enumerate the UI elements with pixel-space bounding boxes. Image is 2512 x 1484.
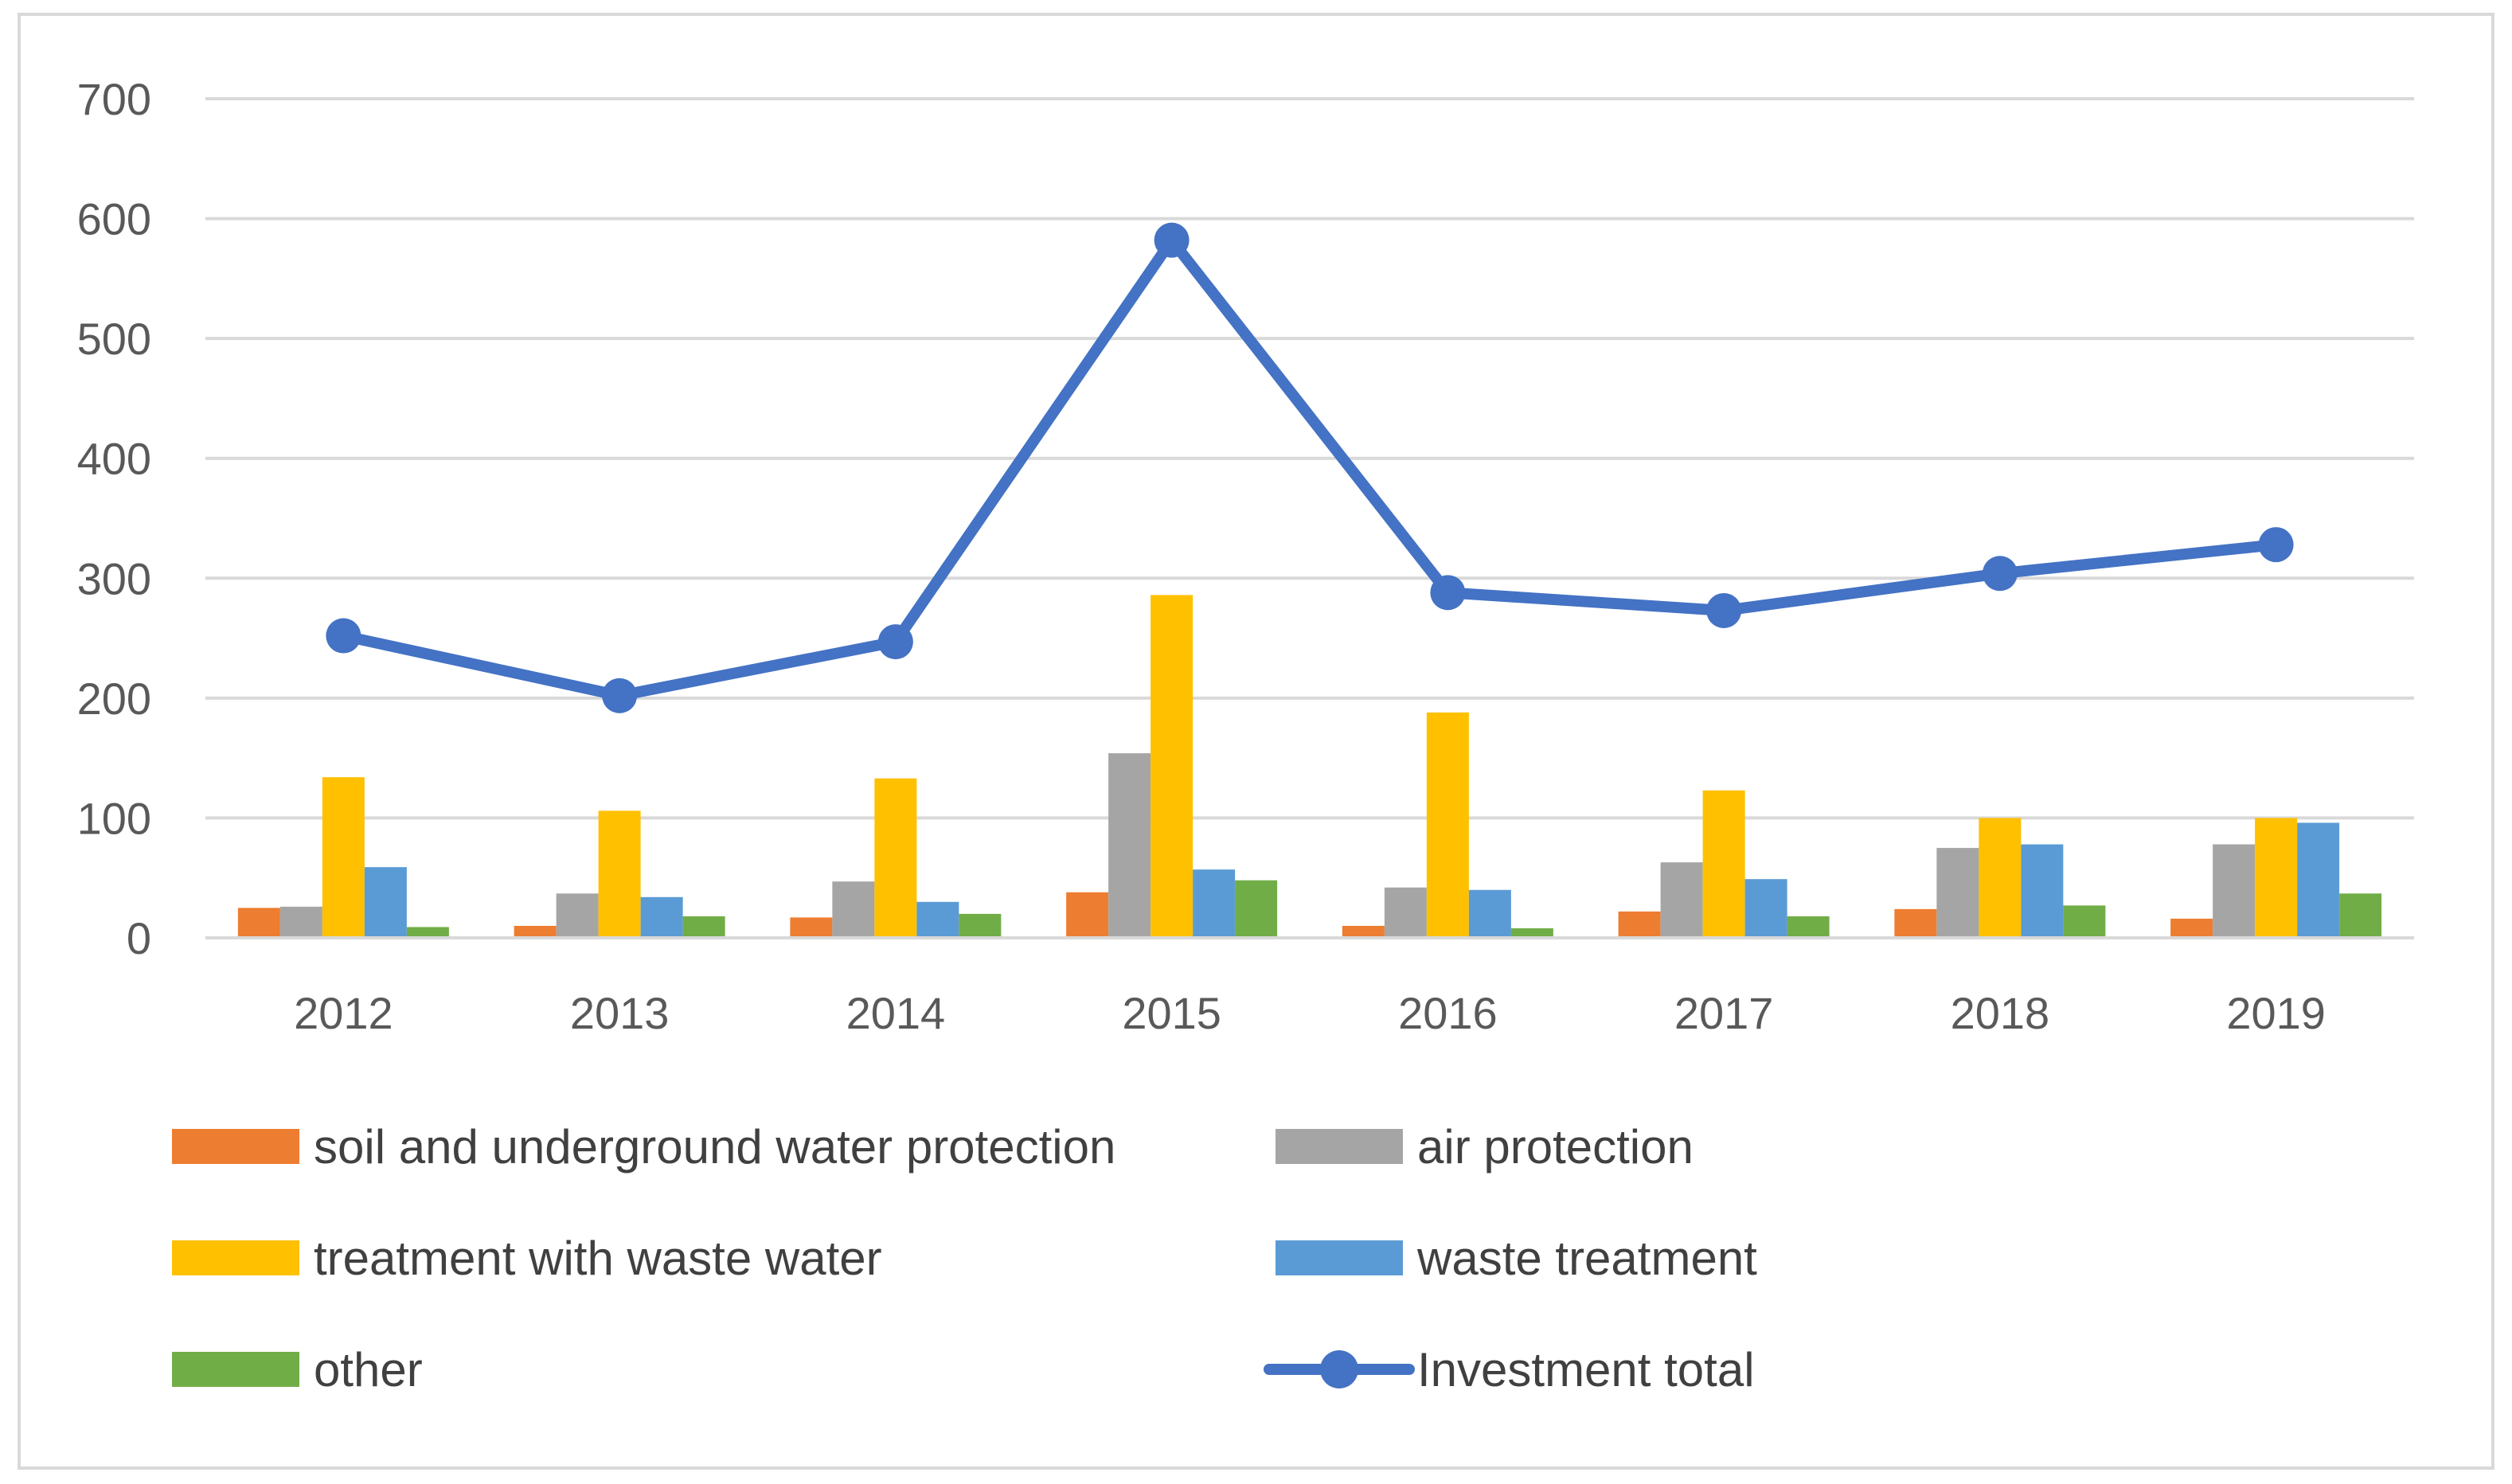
y-tick-label: 0 xyxy=(127,913,151,963)
legend-item-other: other xyxy=(172,1343,423,1396)
chart-border xyxy=(18,13,2494,1470)
bar-other-2019 xyxy=(2339,893,2382,938)
bar-waste-treatment-2012 xyxy=(364,867,407,938)
bar-air-protection-2015 xyxy=(1108,753,1151,938)
bar-waste-treatment-2015 xyxy=(1193,869,1236,938)
legend-label-waste-treatment: waste treatment xyxy=(1416,1232,1757,1285)
legend: soil and underground water protection air… xyxy=(172,1120,1757,1396)
bar-air-protection-2017 xyxy=(1660,862,1703,938)
bar-air-protection-2019 xyxy=(2213,844,2256,938)
point-investment-total-2013 xyxy=(602,678,638,713)
bar-soil-and-underground-water-protection-2014 xyxy=(790,917,833,938)
bar-soil-and-underground-water-protection-2019 xyxy=(2170,918,2213,938)
bars xyxy=(237,595,2382,938)
legend-label-treatment-with-waste-water: treatment with waste water xyxy=(314,1232,882,1285)
bar-treatment-with-waste-water-2014 xyxy=(874,778,917,938)
bar-waste-treatment-2018 xyxy=(2021,844,2064,938)
legend-label-other: other xyxy=(314,1343,423,1396)
y-tick-label: 600 xyxy=(77,194,151,244)
bar-waste-treatment-2019 xyxy=(2297,822,2340,938)
x-tick-label-2013: 2013 xyxy=(570,988,670,1038)
bar-soil-and-underground-water-protection-2015 xyxy=(1066,892,1109,938)
legend-swatch-waste-treatment xyxy=(1276,1240,1403,1275)
bar-waste-treatment-2013 xyxy=(640,896,683,938)
legend-label-investment-total: Investment total xyxy=(1417,1343,1755,1396)
bar-treatment-with-waste-water-2016 xyxy=(1426,712,1469,938)
y-tick-label: 500 xyxy=(77,314,151,364)
bar-other-2016 xyxy=(1510,928,1553,938)
point-investment-total-2012 xyxy=(326,618,361,654)
legend-item-soil-and-underground-water-protection: soil and underground water protection xyxy=(172,1120,1115,1174)
legend-swatch-treatment-with-waste-water xyxy=(172,1240,299,1275)
bar-other-2015 xyxy=(1235,880,1278,938)
legend-item-investment-total: Investment total xyxy=(1264,1343,1755,1396)
legend-label-air-protection: air protection xyxy=(1417,1120,1694,1174)
investment-total-line xyxy=(326,222,2294,713)
point-investment-total-2016 xyxy=(1430,575,1466,611)
x-axis-tick-labels: 2012 2013 2014 2015 2016 2017 2018 2019 xyxy=(294,988,2326,1038)
legend-marker-investment-total xyxy=(1320,1350,1358,1388)
point-investment-total-2018 xyxy=(1982,556,2018,592)
y-axis-tick-labels: 0 100 200 300 400 500 600 700 xyxy=(77,74,151,963)
legend-item-air-protection: air protection xyxy=(1276,1120,1694,1174)
legend-label-soil-and-underground-water-protection: soil and underground water protection xyxy=(314,1120,1115,1174)
bar-treatment-with-waste-water-2018 xyxy=(1979,818,2022,938)
x-tick-label-2017: 2017 xyxy=(1674,988,1774,1038)
x-tick-label-2019: 2019 xyxy=(2226,988,2326,1038)
bar-treatment-with-waste-water-2013 xyxy=(598,810,641,938)
bar-soil-and-underground-water-protection-2016 xyxy=(1342,925,1385,938)
x-tick-label-2012: 2012 xyxy=(294,988,393,1038)
bar-other-2012 xyxy=(406,927,449,938)
bar-waste-treatment-2016 xyxy=(1468,889,1511,938)
bar-treatment-with-waste-water-2012 xyxy=(322,777,365,938)
y-tick-label: 100 xyxy=(77,793,151,843)
legend-swatch-air-protection xyxy=(1276,1129,1403,1164)
y-tick-label: 200 xyxy=(77,674,151,724)
x-tick-label-2015: 2015 xyxy=(1122,988,1221,1038)
bar-soil-and-underground-water-protection-2018 xyxy=(1894,908,1937,938)
y-tick-label: 300 xyxy=(77,553,151,603)
x-tick-label-2018: 2018 xyxy=(1951,988,2050,1038)
bar-other-2018 xyxy=(2063,905,2106,938)
bar-air-protection-2018 xyxy=(1936,848,1979,938)
bar-treatment-with-waste-water-2019 xyxy=(2255,818,2298,938)
bar-waste-treatment-2014 xyxy=(916,901,959,938)
point-investment-total-2019 xyxy=(2258,527,2294,563)
line-investment-total xyxy=(338,234,2282,701)
y-tick-label: 700 xyxy=(77,74,151,124)
point-investment-total-2014 xyxy=(877,624,913,660)
bar-air-protection-2014 xyxy=(832,881,875,938)
legend-swatch-other xyxy=(172,1352,299,1387)
x-tick-label-2014: 2014 xyxy=(846,988,946,1038)
bar-waste-treatment-2017 xyxy=(1744,879,1787,938)
bar-air-protection-2016 xyxy=(1384,887,1427,938)
bar-other-2013 xyxy=(682,916,725,938)
bar-soil-and-underground-water-protection-2013 xyxy=(514,925,557,938)
point-investment-total-2015 xyxy=(1154,222,1190,258)
bar-soil-and-underground-water-protection-2012 xyxy=(237,908,280,938)
legend-swatch-soil-and-underground-water-protection xyxy=(172,1129,299,1164)
bar-air-protection-2012 xyxy=(279,906,322,938)
bar-soil-and-underground-water-protection-2017 xyxy=(1618,911,1661,938)
bar-air-protection-2013 xyxy=(556,893,599,938)
x-tick-label-2016: 2016 xyxy=(1398,988,1498,1038)
y-tick-label: 400 xyxy=(77,434,151,484)
bar-other-2014 xyxy=(959,913,1002,938)
gridlines xyxy=(205,97,2414,820)
bar-other-2017 xyxy=(1787,916,1830,938)
bar-treatment-with-waste-water-2017 xyxy=(1702,790,1745,938)
point-investment-total-2017 xyxy=(1706,592,1742,628)
bar-treatment-with-waste-water-2015 xyxy=(1151,595,1193,938)
legend-item-waste-treatment: waste treatment xyxy=(1276,1232,1757,1285)
legend-item-treatment-with-waste-water: treatment with waste water xyxy=(172,1232,882,1285)
